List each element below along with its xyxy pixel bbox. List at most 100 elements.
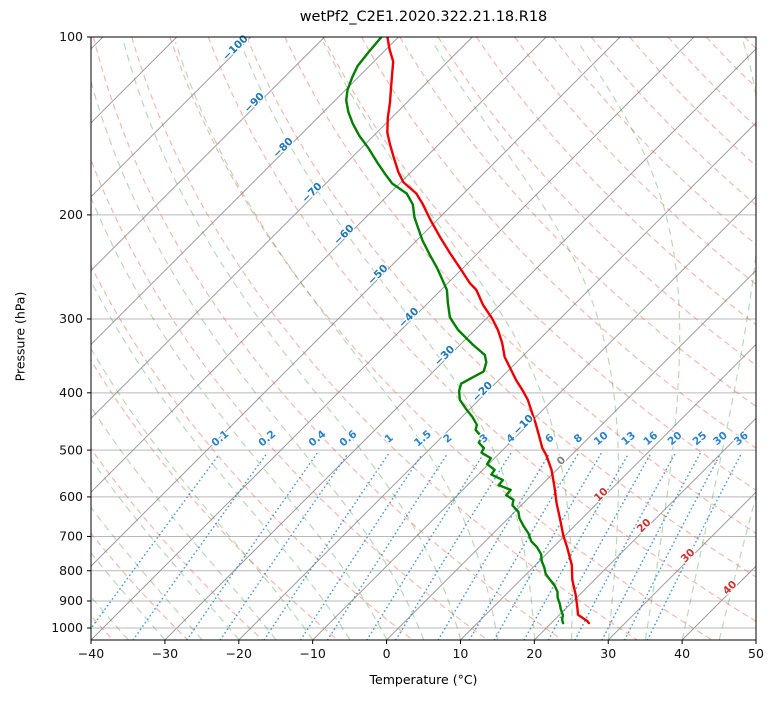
isotherm-line (91, 37, 547, 493)
moist-adiabat-line (91, 79, 425, 640)
dry-adiabat-line (399, 37, 756, 408)
mixing-ratio-label: 30 (711, 429, 730, 448)
isotherm-line (312, 195, 756, 640)
isotherm-label: 10 (592, 485, 611, 504)
isotherm-line (386, 269, 756, 640)
isotherm-line (681, 565, 756, 640)
mixing-ratio-label: 25 (690, 429, 709, 448)
temperature-curve (386, 37, 591, 625)
x-tick-label: −40 (78, 646, 104, 661)
y-tick-label: 400 (59, 385, 83, 400)
isotherm-label: −60 (332, 222, 357, 247)
isotherm-label: 20 (635, 516, 654, 535)
mixing-ratio-line (646, 452, 743, 640)
moist-adiabat-line (91, 279, 351, 640)
isotherm-label: −30 (432, 343, 457, 368)
isotherm-line (91, 37, 621, 567)
y-tick-label: 1000 (51, 620, 83, 635)
y-axis-label: Pressure (hPa) (12, 291, 28, 382)
mixing-ratio-label: 0.4 (306, 428, 328, 449)
y-tick-label: 700 (59, 529, 83, 544)
plot-frame (90, 36, 757, 641)
dry-adiabat-line (590, 37, 756, 206)
dry-adiabat-line (629, 37, 756, 167)
dry-adiabat-line (284, 37, 756, 534)
dry-adiabat-line (552, 37, 756, 246)
mixing-ratio-line (132, 452, 268, 640)
mixing-ratio-line (547, 452, 652, 640)
x-axis-label: Temperature (°C) (369, 672, 478, 687)
mixing-ratio-line (395, 452, 512, 640)
y-tick-label: 900 (59, 593, 83, 608)
mixing-ratio-label: 1.5 (412, 428, 434, 449)
mixing-ratio-label: 0.6 (337, 428, 359, 449)
dry-adiabat-line (169, 37, 713, 640)
mixing-ratio-line (219, 452, 349, 640)
isotherm-label: −40 (396, 305, 421, 330)
y-tick-label: 800 (59, 563, 83, 578)
moist-adiabat-line (577, 41, 681, 640)
moist-adiabat-line (123, 41, 462, 640)
moist-adiabat-line (91, 196, 388, 640)
isotherm-line (607, 491, 756, 640)
dry-adiabat-line (437, 37, 756, 366)
y-tick-label: 500 (59, 442, 83, 457)
mixing-ratio-line (366, 452, 485, 640)
isotherm-line (91, 37, 252, 198)
mixing-ratio-label: 1 (382, 432, 395, 446)
isotherm-line (91, 37, 695, 640)
isotherm-label: 40 (721, 578, 740, 597)
moist-adiabat-line (681, 41, 756, 640)
mixing-ratio-label: 2 (441, 432, 454, 446)
mixing-ratio-line (493, 452, 602, 640)
moist-adiabat-line (91, 458, 240, 640)
y-tick-label: 200 (59, 207, 83, 222)
mixing-ratio-line (523, 452, 630, 640)
x-tick-label: 50 (748, 646, 764, 661)
moist-adiabat-line (322, 41, 573, 640)
dry-adiabat-line (744, 37, 756, 50)
mixing-ratio-label: 36 (732, 429, 751, 448)
isotherm-line (533, 417, 756, 640)
mixing-ratio-line (186, 452, 318, 640)
dry-adiabat-line (705, 37, 756, 89)
dry-adiabat-line (91, 264, 413, 640)
isotherm-line (91, 37, 399, 346)
moist-adiabat-line (91, 347, 314, 640)
dry-adiabat-line (91, 158, 488, 640)
isotherm-line (91, 37, 473, 420)
dry-adiabat-line (475, 37, 756, 326)
dry-adiabat-line (92, 37, 563, 640)
dewpoint-curve (345, 37, 565, 625)
mixing-ratio-line (574, 452, 676, 640)
mixing-ratio-line (300, 452, 424, 640)
mixing-ratio-line (624, 452, 722, 640)
moist-adiabat-line (432, 41, 620, 640)
isotherm-line (91, 37, 325, 272)
x-tick-label: 10 (452, 646, 468, 661)
y-tick-label: 100 (59, 29, 83, 44)
chart-title: wetPf2_C2E1.2020.322.21.18.R18 (299, 9, 548, 25)
x-tick-label: 20 (526, 646, 542, 661)
isotherm-label: 0 (555, 454, 569, 468)
x-tick-label: −20 (226, 646, 252, 661)
dry-adiabat-line (360, 37, 756, 449)
x-tick-label: 40 (674, 646, 690, 661)
dry-adiabat-line (91, 359, 338, 640)
y-tick-label: 300 (59, 311, 83, 326)
mixing-ratio-line (437, 452, 551, 640)
isotherm-label: −20 (470, 379, 495, 404)
isotherm-line (238, 122, 756, 640)
x-tick-label: 30 (600, 646, 616, 661)
moist-adiabat-line (239, 41, 536, 640)
isotherm-label: −70 (300, 180, 325, 205)
x-tick-label: −30 (152, 646, 178, 661)
isotherm-label: 30 (679, 546, 698, 565)
x-tick-label: 0 (383, 646, 391, 661)
moist-adiabat-line (755, 638, 756, 640)
mixing-ratio-label: 0.2 (256, 428, 278, 449)
y-tick-label: 600 (59, 489, 83, 504)
mixing-ratio-line (601, 452, 701, 640)
